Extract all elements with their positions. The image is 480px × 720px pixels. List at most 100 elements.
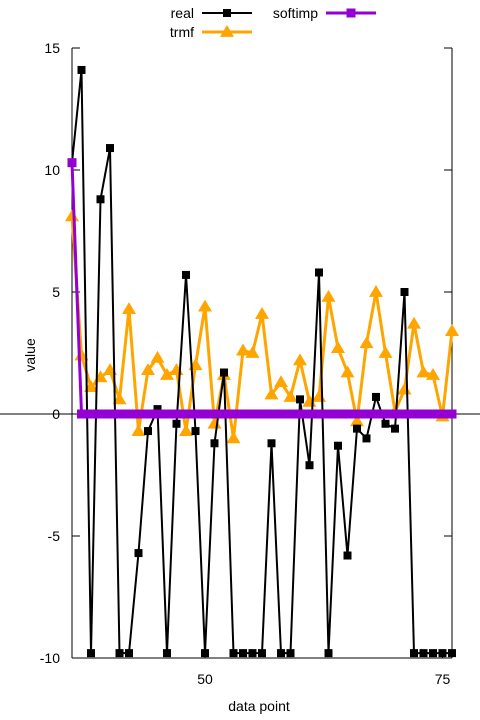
data-point-trmf <box>331 341 345 354</box>
data-point-softimp <box>390 409 400 419</box>
data-point-softimp <box>153 409 162 419</box>
data-point-softimp <box>124 409 134 419</box>
data-point-real <box>220 368 228 377</box>
data-point-trmf <box>245 346 260 358</box>
data-point-softimp <box>105 409 115 419</box>
data-point-softimp <box>343 409 352 419</box>
data-point-real <box>296 395 304 404</box>
data-point-softimp <box>67 158 77 168</box>
data-point-trmf <box>407 316 421 329</box>
data-point-softimp <box>172 409 181 419</box>
data-point-softimp <box>96 409 105 419</box>
data-point-softimp <box>86 409 96 419</box>
data-point-real <box>410 649 418 658</box>
data-point-softimp <box>381 409 390 419</box>
data-point-real <box>419 649 428 658</box>
data-point-real <box>305 461 314 470</box>
data-point-trmf <box>416 365 431 378</box>
data-point-trmf <box>198 299 212 312</box>
data-point-real <box>448 649 456 658</box>
data-point-trmf <box>274 375 288 388</box>
data-point-softimp <box>143 409 153 419</box>
x-tick-label: 50 <box>197 671 213 687</box>
series-trmf <box>65 209 459 444</box>
data-point-real <box>343 551 352 560</box>
data-point-softimp <box>162 409 172 419</box>
y-tick-label: -5 <box>48 528 61 544</box>
data-point-real <box>239 649 247 658</box>
data-point-trmf <box>169 363 184 375</box>
data-point-real <box>115 649 124 658</box>
series-layer <box>65 65 459 658</box>
data-point-real <box>324 649 333 658</box>
data-point-real <box>134 549 143 558</box>
data-point-trmf <box>226 431 241 444</box>
y-tick-label: 5 <box>52 284 60 300</box>
data-point-trmf <box>321 289 336 302</box>
data-point-trmf <box>369 285 383 297</box>
data-point-softimp <box>267 409 276 419</box>
data-point-softimp <box>248 409 257 419</box>
data-point-softimp <box>352 409 362 419</box>
legend-label-trmf: trmf <box>170 24 194 40</box>
data-point-softimp <box>181 409 191 419</box>
series-real <box>68 65 456 658</box>
data-point-trmf <box>112 392 127 405</box>
data-point-real <box>191 427 200 436</box>
data-point-trmf <box>426 367 440 380</box>
data-point-real <box>258 649 266 658</box>
data-point-softimp <box>447 409 457 419</box>
data-point-softimp <box>115 409 124 419</box>
data-point-real <box>372 392 380 401</box>
data-point-softimp <box>219 409 229 419</box>
data-point-softimp <box>314 409 324 419</box>
data-point-trmf <box>65 209 79 222</box>
y-axis-label: value <box>22 338 38 372</box>
data-point-real <box>334 441 342 450</box>
data-point-trmf <box>283 389 298 402</box>
y-tick-label: -10 <box>40 650 60 666</box>
data-point-softimp <box>276 409 286 419</box>
data-point-softimp <box>333 409 343 419</box>
data-point-real <box>182 270 190 279</box>
legend-label-real: real <box>171 5 194 21</box>
data-point-real <box>96 195 105 204</box>
data-point-softimp <box>238 409 248 419</box>
data-point-real <box>248 649 257 658</box>
data-point-softimp <box>229 409 238 419</box>
data-point-trmf <box>350 414 364 427</box>
data-point-trmf <box>160 367 174 380</box>
data-point-real <box>172 419 181 428</box>
data-point-trmf <box>445 324 459 336</box>
data-point-real <box>125 649 133 658</box>
data-point-real <box>106 144 114 153</box>
data-point-real <box>353 424 361 433</box>
data-point-real <box>362 434 371 443</box>
data-point-real <box>315 268 323 277</box>
data-point-trmf <box>236 343 250 356</box>
x-tick-label: 75 <box>435 671 451 687</box>
data-point-real <box>267 439 276 448</box>
data-point-real <box>144 427 152 436</box>
data-point-softimp <box>428 409 438 419</box>
data-point-softimp <box>200 409 210 419</box>
data-point-trmf <box>397 382 412 395</box>
data-point-softimp <box>419 409 428 419</box>
data-point-softimp <box>210 409 219 419</box>
legend-label-softimp: softimp <box>273 5 318 21</box>
data-point-real <box>400 288 409 296</box>
series-line-real <box>71 68 452 655</box>
data-point-real <box>87 649 95 658</box>
data-point-softimp <box>400 409 409 419</box>
data-point-trmf <box>207 416 222 429</box>
series-softimp <box>67 158 457 419</box>
data-point-softimp <box>409 409 419 419</box>
data-point-real <box>163 649 171 658</box>
data-point-softimp <box>324 409 333 419</box>
data-point-trmf <box>264 387 279 400</box>
data-point-trmf <box>179 424 193 436</box>
data-point-real <box>210 439 219 448</box>
data-point-softimp <box>305 409 314 419</box>
y-tick-label: 10 <box>44 162 60 178</box>
data-point-softimp <box>134 409 143 419</box>
